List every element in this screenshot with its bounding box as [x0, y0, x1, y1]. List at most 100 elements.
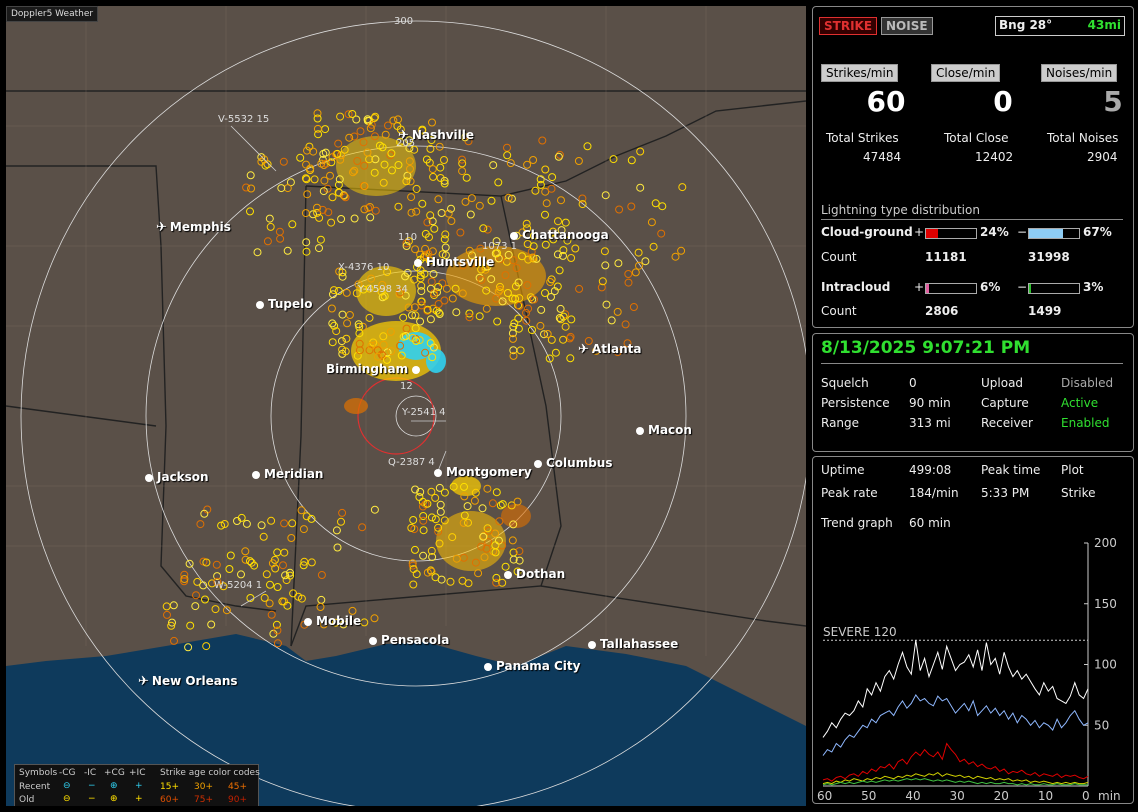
age-label: 45+: [228, 782, 247, 792]
strike-symbol: [468, 259, 477, 268]
strike-symbol: [317, 571, 326, 579]
airport-icon: ✈: [398, 128, 409, 143]
strike-symbol: [515, 301, 524, 310]
strike-symbol: [273, 626, 282, 635]
strike-symbol: [578, 200, 587, 209]
strike-symbol: [563, 236, 572, 245]
strike-symbol: [378, 281, 387, 289]
legend-col: +IC: [129, 768, 146, 778]
strike-symbol: [627, 202, 636, 211]
strike-symbol: [493, 317, 502, 326]
strike-symbol: [464, 518, 472, 527]
strike-symbol: [321, 148, 330, 157]
storm-tag[interactable]: Y-4598 34: [358, 284, 408, 295]
storm-tag[interactable]: W-5204 1: [214, 580, 263, 591]
strike-symbol: [559, 312, 568, 321]
strike-symbol: [429, 270, 438, 278]
strike-symbol: [494, 178, 503, 187]
strike-symbol: [436, 500, 445, 509]
strike-symbol: [360, 161, 369, 170]
strike-symbol: [657, 229, 666, 238]
strike-symbol: [246, 557, 254, 566]
strike-symbol: [316, 235, 325, 244]
strike-symbol: [434, 283, 443, 291]
strike-symbol: [631, 268, 640, 277]
strike-symbol: [283, 246, 292, 255]
strike-symbol: [367, 341, 376, 350]
lightning-map[interactable]: 300 205 110 12 ✈ Nashville ✈ Memphis Chatt…: [6, 6, 806, 806]
strike-symbol: [237, 570, 245, 579]
strike-symbol: [246, 207, 254, 216]
strike-symbol: [300, 557, 309, 566]
ic-minus-sign: −: [1017, 280, 1028, 294]
storm-tag[interactable]: X-4376 10: [338, 262, 390, 273]
strike-symbol: [334, 188, 343, 197]
strike-symbol: [428, 217, 437, 226]
strike-symbol: [459, 261, 467, 270]
divider: [821, 363, 1123, 364]
strike-symbol: [515, 294, 524, 303]
strike-symbol: [613, 348, 622, 357]
strike-symbol: [574, 157, 583, 165]
strike-symbol: [442, 284, 451, 293]
strike-symbol: [418, 199, 427, 208]
strike-symbol: [225, 565, 234, 573]
strike-symbol: [479, 224, 488, 233]
close-per-min-label[interactable]: Close/min: [931, 64, 1001, 82]
strike-symbol: [333, 149, 342, 158]
strike-symbol: [396, 341, 405, 350]
strike-symbol: [467, 194, 476, 203]
strike-symbol: [451, 284, 460, 293]
strike-symbol: [583, 142, 592, 151]
strike-symbol: [338, 508, 347, 517]
strike-symbol: [330, 321, 339, 330]
strike-symbol: [337, 151, 346, 160]
strike-symbol: [407, 193, 416, 202]
strike-symbol: [458, 155, 466, 164]
strike-symbol: [327, 158, 336, 167]
storm-tag[interactable]: Q-2387 4: [388, 457, 435, 468]
strike-symbol: [542, 199, 551, 208]
strike-symbol: [313, 109, 322, 118]
noises-per-min-label[interactable]: Noises/min: [1041, 64, 1118, 82]
storm-tag[interactable]: Y-2541 4: [402, 407, 446, 418]
strike-symbol: [409, 565, 418, 574]
minus-circle-icon: ⊖: [63, 794, 71, 804]
strike-symbol: [364, 204, 373, 213]
strike-symbol: [504, 193, 513, 202]
strike-symbol: [434, 300, 443, 308]
strike-button[interactable]: STRIKE: [819, 17, 878, 35]
city-tupelo: Tupelo: [256, 297, 313, 311]
strike-symbol: [349, 168, 357, 177]
strikes-per-min-label[interactable]: Strikes/min: [821, 64, 899, 82]
strike-symbol: [280, 548, 289, 557]
state-borders: [6, 90, 806, 647]
strike-symbol: [541, 187, 550, 196]
strike-symbol: [419, 516, 428, 525]
strike-symbol: [508, 536, 517, 545]
strike-symbol: [378, 293, 387, 302]
strike-symbol: [493, 249, 502, 258]
strike-symbol: [363, 148, 372, 157]
strike-symbol: [452, 308, 461, 317]
city-dot-icon: [145, 473, 153, 482]
strike-symbol: [547, 184, 556, 193]
strike-symbol: [601, 191, 610, 200]
storm-tag[interactable]: V-5532 15: [218, 114, 270, 125]
noise-button[interactable]: NOISE: [881, 17, 933, 35]
strike-symbol: [522, 219, 531, 228]
cg-pos-fill: [926, 229, 938, 238]
strike-symbol: [523, 160, 532, 169]
storm-tag[interactable]: 1073 1: [482, 241, 517, 252]
strike-symbol: [354, 320, 363, 329]
strike-symbol: [480, 532, 488, 540]
airport-icon: ✈: [578, 342, 589, 357]
strike-symbol: [383, 355, 391, 364]
strike-symbol: [354, 280, 363, 289]
strike-symbol: [352, 115, 361, 124]
strike-symbol: [441, 251, 450, 260]
strike-symbol: [553, 250, 562, 259]
strike-symbol: [287, 534, 296, 542]
strike-symbol: [180, 575, 189, 583]
strike-symbol: [559, 251, 567, 260]
